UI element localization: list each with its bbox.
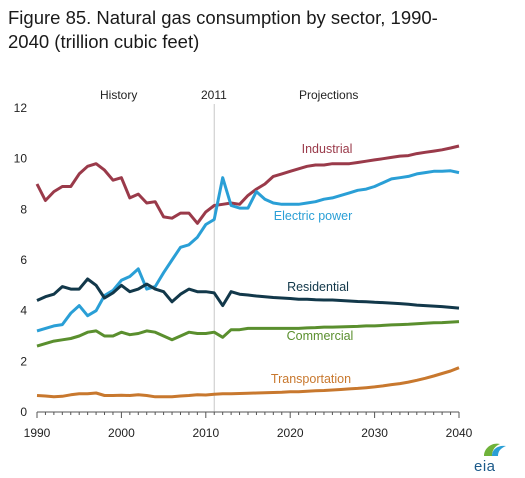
x-tick-label: 1990 <box>24 426 51 440</box>
x-tick-label: 2040 <box>446 426 473 440</box>
y-tick-label: 2 <box>20 354 27 368</box>
series-label-residential: Residential <box>287 280 349 294</box>
x-tick-label: 2020 <box>277 426 304 440</box>
y-tick-label: 6 <box>20 253 27 267</box>
chart-title-line2: 2040 (trillion cubic feet) <box>8 31 200 52</box>
projections-annotation: Projections <box>299 88 358 102</box>
x-tick-label: 2030 <box>361 426 388 440</box>
eia-logo-text: eia <box>474 458 496 475</box>
eia-logo-icon <box>484 443 506 456</box>
series-label-commercial: Commercial <box>287 329 354 343</box>
series-line-commercial <box>36 320 460 348</box>
series-line-transportation <box>36 366 460 399</box>
series-line-residential <box>36 277 460 310</box>
series-line-electric-power <box>36 169 460 333</box>
chart-axes: 1990 2000 2010 2020 2030 2040 0 2 4 6 8 10 12 <box>14 101 473 440</box>
y-tick-label: 0 <box>20 405 27 419</box>
series-label-transportation: Transportation <box>271 372 351 386</box>
divider-year-annotation: 2011 <box>201 88 227 102</box>
x-tick-label: 2000 <box>108 426 135 440</box>
y-tick-label: 4 <box>20 304 27 318</box>
y-tick-label: 12 <box>14 101 28 115</box>
y-tick-label: 8 <box>20 202 27 216</box>
series-label-industrial: Industrial <box>302 142 353 156</box>
y-tick-label: 10 <box>14 152 28 166</box>
chart-title-line1: Figure 85. Natural gas consumption by se… <box>8 7 438 28</box>
x-tick-label: 2010 <box>192 426 219 440</box>
series-line-industrial <box>35 144 460 225</box>
series-label-electric-power: Electric power <box>274 209 353 223</box>
chart-title: Figure 85. Natural gas consumption by se… <box>8 6 508 54</box>
chart-series: Industrial Electric power Residential Comme… <box>35 142 460 399</box>
history-annotation: History <box>100 88 137 102</box>
